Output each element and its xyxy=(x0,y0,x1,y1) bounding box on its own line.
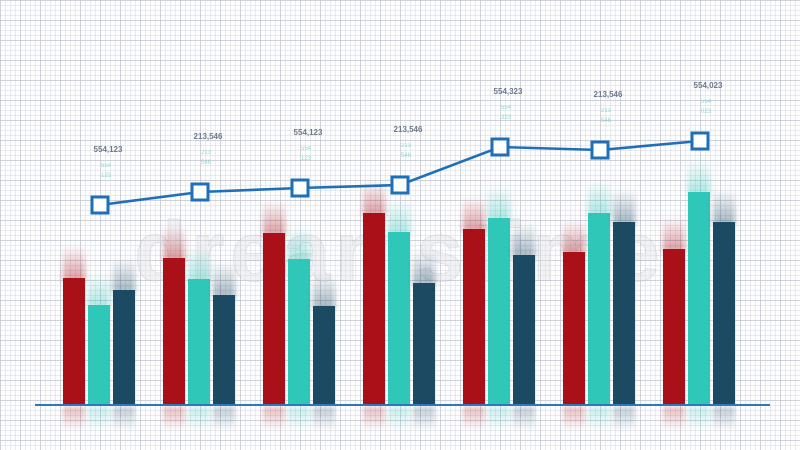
crimson-bars-group-1 xyxy=(63,278,85,405)
navy-bars-group-7 xyxy=(713,222,735,405)
navy-bars-ghost xyxy=(713,185,735,225)
navy-bars-reflection xyxy=(613,407,635,433)
crimson-bars-group-4 xyxy=(363,213,385,405)
crimson-bars-ghost xyxy=(663,212,685,252)
teal-bars-reflection xyxy=(88,407,110,433)
teal-bars-ghost xyxy=(288,222,310,262)
crimson-bars-ghost xyxy=(263,196,285,236)
navy-bars-ghost xyxy=(213,258,235,298)
trend-point-sublabel-4: 213 546 xyxy=(400,143,412,159)
trend-point-label-5: 554,323 xyxy=(493,87,523,96)
teal-bars-ghost xyxy=(488,181,510,221)
trend-point-label-1: 554,123 xyxy=(93,145,123,154)
crimson-bars-group-5 xyxy=(463,229,485,405)
crimson-bars-reflection xyxy=(363,407,385,433)
trend-point-label-4: 213,546 xyxy=(393,125,423,134)
crimson-bars-reflection xyxy=(563,407,585,433)
navy-bars-reflection xyxy=(413,407,435,433)
crimson-bars-ghost xyxy=(163,221,185,261)
teal-bars-reflection xyxy=(288,407,310,433)
crimson-bars-reflection xyxy=(163,407,185,433)
teal-bars-group-2 xyxy=(188,279,210,405)
navy-bars-ghost xyxy=(513,218,535,258)
teal-bars-ghost xyxy=(388,195,410,235)
trend-point-marker-2 xyxy=(190,182,210,202)
crimson-bars-group-2 xyxy=(163,258,185,405)
trend-point-label-2: 213,546 xyxy=(193,132,223,141)
teal-bars-group-7 xyxy=(688,192,710,405)
crimson-bars-reflection xyxy=(63,407,85,433)
teal-bars-reflection xyxy=(188,407,210,433)
trend-point-marker-4 xyxy=(390,175,410,195)
navy-bars-reflection xyxy=(113,407,135,433)
trend-point-marker-5 xyxy=(490,137,510,157)
navy-bars-group-1 xyxy=(113,290,135,405)
trend-point-sublabel-3: 554 123 xyxy=(300,146,312,162)
navy-bars-group-4 xyxy=(413,283,435,405)
crimson-bars-ghost xyxy=(463,192,485,232)
teal-bars-ghost xyxy=(688,155,710,195)
crimson-bars-group-3 xyxy=(263,233,285,405)
teal-bars-ghost xyxy=(188,242,210,282)
crimson-bars-group-6 xyxy=(563,252,585,405)
navy-bars-group-6 xyxy=(613,222,635,405)
teal-bars-ghost xyxy=(88,268,110,308)
teal-bars-group-6 xyxy=(588,213,610,405)
navy-bars-ghost xyxy=(113,253,135,293)
trend-point-marker-6 xyxy=(590,140,610,160)
navy-bars-ghost xyxy=(313,269,335,309)
navy-bars-reflection xyxy=(713,407,735,433)
teal-bars-group-3 xyxy=(288,259,310,405)
chart-baseline xyxy=(35,404,770,406)
trend-point-sublabel-5: 554 323 xyxy=(500,105,512,121)
navy-bars-reflection xyxy=(513,407,535,433)
teal-bars-group-4 xyxy=(388,232,410,405)
teal-bars-group-1 xyxy=(88,305,110,405)
crimson-bars-ghost xyxy=(63,241,85,281)
teal-bars-reflection xyxy=(388,407,410,433)
crimson-bars-reflection xyxy=(263,407,285,433)
teal-bars-group-5 xyxy=(488,218,510,405)
crimson-bars-reflection xyxy=(463,407,485,433)
trend-point-label-3: 554,123 xyxy=(293,128,323,137)
trend-point-sublabel-6: 213 546 xyxy=(600,108,612,124)
navy-bars-group-5 xyxy=(513,255,535,405)
crimson-bars-group-7 xyxy=(663,249,685,405)
navy-bars-group-2 xyxy=(213,295,235,405)
teal-bars-ghost xyxy=(588,176,610,216)
trend-point-sublabel-7: 554 023 xyxy=(700,99,712,115)
navy-bars-reflection xyxy=(313,407,335,433)
trend-point-marker-3 xyxy=(290,178,310,198)
crimson-bars-reflection xyxy=(663,407,685,433)
navy-bars-reflection xyxy=(213,407,235,433)
teal-bars-reflection xyxy=(588,407,610,433)
navy-bars-ghost xyxy=(413,246,435,286)
navy-bars-group-3 xyxy=(313,306,335,405)
teal-bars-reflection xyxy=(488,407,510,433)
navy-bars-ghost xyxy=(613,185,635,225)
crimson-bars-ghost xyxy=(563,215,585,255)
teal-bars-reflection xyxy=(688,407,710,433)
trend-point-marker-7 xyxy=(690,131,710,151)
trend-point-sublabel-1: 554 123 xyxy=(100,163,112,179)
trend-point-label-7: 554,023 xyxy=(693,81,723,90)
trend-point-sublabel-2: 213 546 xyxy=(200,150,212,166)
trend-point-label-6: 213,546 xyxy=(593,90,623,99)
trend-point-marker-1 xyxy=(90,195,110,215)
